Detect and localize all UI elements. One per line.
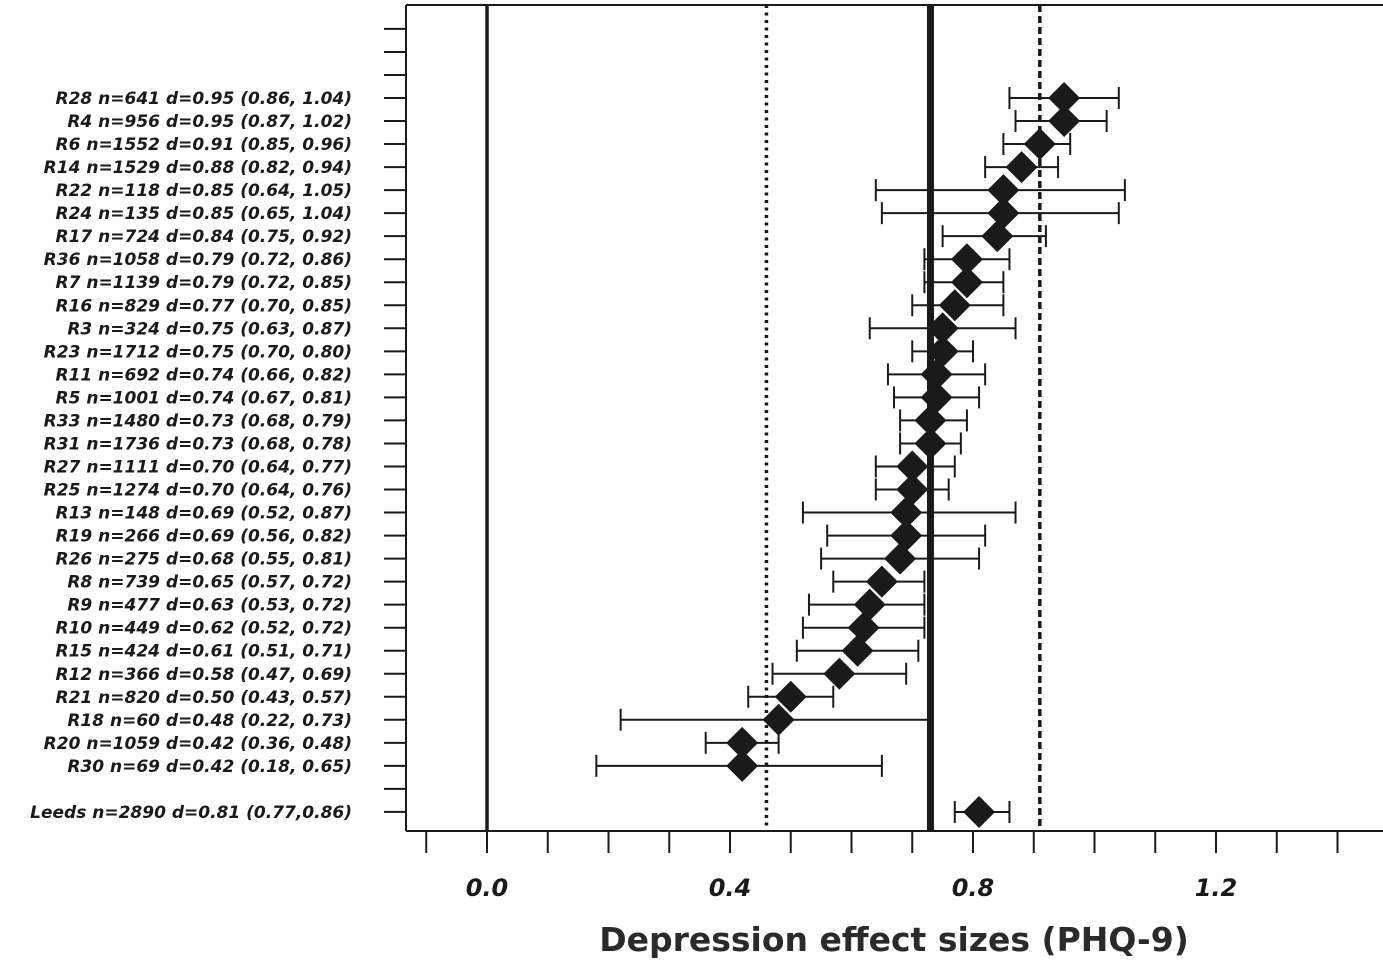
row-label: R3 n=324 d=0.75 (0.63, 0.87) [67,319,352,339]
row-label: R15 n=424 d=0.61 (0.51, 0.71) [56,642,353,662]
row-label: R20 n=1059 d=0.42 (0.36, 0.48) [44,734,352,754]
x-tick-label: 0.4 [709,874,752,902]
row-marker [926,312,959,345]
confidence-intervals [595,87,1126,823]
summary-row-label: Leeds n=2890 d=0.81 (0.77,0.86) [30,803,352,823]
row-marker [926,335,959,368]
row-marker [847,611,880,644]
row-label: R4 n=956 d=0.95 (0.87, 1.02) [67,112,352,132]
x-tick-label: 1.2 [1195,874,1238,902]
x-tick-label: 0.0 [466,874,509,902]
row-label: R36 n=1058 d=0.79 (0.72, 0.86) [44,250,352,270]
row-label: R25 n=1274 d=0.70 (0.64, 0.76) [44,481,352,501]
row-label: R14 n=1529 d=0.88 (0.82, 0.94) [44,158,352,178]
x-axis-ticks [425,831,1339,853]
row-marker [1023,128,1056,161]
row-marker [914,404,947,437]
row-label: R16 n=829 d=0.77 (0.70, 0.85) [56,296,353,316]
row-marker [950,243,983,276]
row-label: R9 n=477 d=0.63 (0.53, 0.72) [67,596,352,616]
row-marker [865,565,898,598]
row-label: R18 n=60 d=0.48 (0.22, 0.73) [67,711,352,731]
row-marker [884,542,917,575]
row-marker [981,220,1014,253]
row-label: R26 n=275 d=0.68 (0.55, 0.81) [56,550,353,570]
row-label: R8 n=739 d=0.65 (0.57, 0.72) [67,573,352,593]
row-tick-marks [384,27,406,813]
row-label: R19 n=266 d=0.69 (0.56, 0.82) [56,527,353,547]
row-marker [1048,82,1081,114]
row-label: R33 n=1480 d=0.73 (0.68, 0.79) [44,411,352,431]
row-marker [987,174,1020,207]
row-marker [726,726,759,759]
row-marker [841,634,874,667]
row-label: R6 n=1552 d=0.91 (0.85, 0.96) [56,135,353,155]
reference-lines [485,5,1042,831]
effect-size-markers [726,82,1081,828]
row-marker [950,266,983,299]
row-marker [890,496,923,529]
row-marker [853,588,886,621]
row-label: R13 n=148 d=0.69 (0.52, 0.87) [56,504,353,524]
row-label: R24 n=135 d=0.85 (0.65, 1.04) [56,204,353,224]
x-tick-label: 0.8 [952,874,995,902]
row-label: R27 n=1111 d=0.70 (0.64, 0.77) [44,457,352,477]
row-marker [920,381,953,414]
row-label: R21 n=820 d=0.50 (0.43, 0.57) [56,688,353,708]
row-label: R10 n=449 d=0.62 (0.52, 0.72) [56,619,353,639]
row-label: R12 n=366 d=0.58 (0.47, 0.69) [56,665,353,685]
row-marker [896,473,929,506]
row-marker [823,657,856,690]
row-marker [726,749,759,782]
row-label: R31 n=1736 d=0.73 (0.68, 0.78) [44,434,352,454]
plot-axes [405,4,1383,832]
row-label: R28 n=641 d=0.95 (0.86, 1.04) [56,89,353,109]
row-marker [987,197,1020,230]
row-label: R7 n=1139 d=0.79 (0.72, 0.85) [56,273,353,293]
row-marker [1048,105,1081,138]
row-marker [938,289,971,322]
row-marker [890,519,923,552]
row-marker [762,703,795,736]
row-label: R23 n=1712 d=0.75 (0.70, 0.80) [44,342,352,362]
row-marker [896,450,929,483]
row-label: R17 n=724 d=0.84 (0.75, 0.92) [56,227,353,247]
x-axis-tick-labels: 0.0 0.4 0.8 1.2 [466,874,1238,902]
row-labels: R28 n=641 d=0.95 (0.86, 1.04) R4 n=956 d=… [30,89,352,823]
row-label: R30 n=69 d=0.42 (0.18, 0.65) [67,757,352,777]
x-axis-title: Depression effect sizes (PHQ-9) [599,920,1189,959]
row-label: R5 n=1001 d=0.74 (0.67, 0.81) [56,388,353,408]
row-label: R22 n=118 d=0.85 (0.64, 1.05) [56,181,353,201]
summary-row-marker [963,796,996,828]
row-marker [774,680,807,713]
row-marker [914,427,947,460]
row-label: R11 n=692 d=0.74 (0.66, 0.82) [56,365,353,385]
row-marker [920,358,953,391]
row-marker [1005,151,1038,184]
